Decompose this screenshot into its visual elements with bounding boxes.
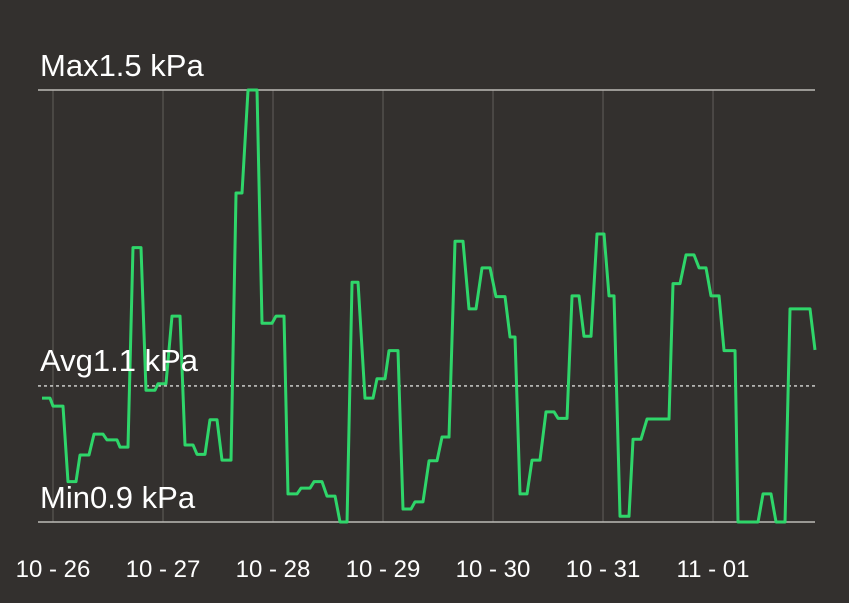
x-tick-label: 11 - 01 [677,556,750,583]
x-tick-label: 10 - 28 [236,556,311,583]
grid [52,90,714,522]
reference-lines [38,89,815,523]
x-tick-label: 10 - 31 [566,556,641,583]
data-line [42,88,817,524]
reference-label: Min0.9 kPa [40,480,196,515]
x-tick-label: 10 - 30 [456,556,531,583]
labels: 10 - 26 10 - 27 10 - 28 10 - 29 10 - 30 10 - … [16,48,750,583]
x-tick-label: 10 - 27 [126,556,201,583]
reference-label: Max1.5 kPa [40,48,204,83]
x-tick-label: 10 - 29 [346,556,421,583]
plot [42,88,817,524]
reference-label: Avg1.1 kPa [40,343,199,378]
x-tick-label: 10 - 26 [16,556,91,583]
